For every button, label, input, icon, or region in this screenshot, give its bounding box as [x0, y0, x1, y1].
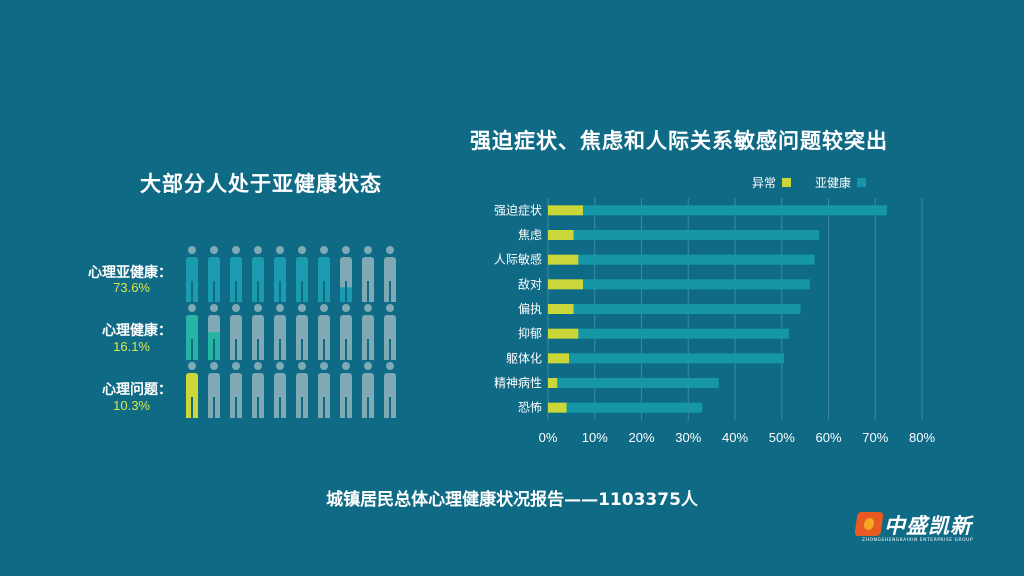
x-tick-label: 10%	[582, 430, 608, 445]
bar-segment	[578, 254, 815, 265]
bar-segment	[548, 254, 579, 265]
person-icon	[230, 246, 242, 302]
row-label-problem: 心理问题：	[102, 382, 172, 398]
category-label: 强迫症状	[494, 202, 542, 217]
person-icon	[230, 304, 242, 360]
person-icon	[252, 362, 264, 418]
person-icon	[252, 304, 264, 360]
bar-segment	[548, 378, 558, 388]
person-icon	[296, 304, 308, 360]
x-tick-label: 70%	[862, 430, 888, 445]
person-icon	[208, 304, 220, 360]
bar-segment	[548, 279, 584, 290]
person-icon	[186, 304, 198, 360]
bar-segment	[548, 353, 570, 364]
legend-swatch	[782, 178, 791, 187]
bar-segment	[548, 230, 574, 240]
bar-segment	[566, 402, 703, 413]
bar-segment	[573, 304, 801, 314]
person-icon	[296, 246, 308, 302]
category-label: 焦虑	[518, 228, 542, 242]
bar-segment	[573, 230, 820, 240]
bar-segment	[557, 378, 719, 388]
person-icon	[340, 362, 352, 418]
category-label: 人际敏感	[494, 252, 542, 267]
person-icon	[340, 246, 352, 302]
category-label: 偏执	[518, 301, 542, 316]
bar-segment	[583, 205, 887, 216]
chart-title: 强迫症状、焦虑和人际关系敏感问题较突出	[470, 129, 888, 153]
logo-mark-icon	[854, 512, 884, 536]
person-icon	[384, 362, 396, 418]
people-row-subhealthy	[186, 246, 396, 302]
legend-swatch	[857, 178, 866, 187]
report-footer: 城镇居民总体心理健康状况报告——1103375人	[326, 490, 698, 510]
person-icon	[318, 246, 330, 302]
row-percent-subhealthy: 73.6%	[113, 280, 150, 295]
person-icon	[362, 246, 374, 302]
row-percent-problem: 10.3%	[113, 398, 150, 413]
person-icon	[318, 304, 330, 360]
bar-segment	[548, 205, 584, 216]
person-icon	[186, 362, 198, 418]
logo-subtitle: ZHONGSHENGKAIXIN ENTERPRISE GROUP	[862, 538, 974, 543]
bar-segment	[578, 328, 789, 339]
person-icon	[340, 304, 352, 360]
category-label: 抑郁	[518, 326, 542, 341]
category-label: 躯体化	[506, 350, 542, 365]
person-icon	[186, 246, 198, 302]
person-icon	[362, 362, 374, 418]
x-tick-label: 30%	[675, 430, 701, 445]
bar-segment	[569, 353, 785, 364]
left-panel-title: 大部分人处于亚健康状态	[140, 172, 382, 196]
x-tick-label: 40%	[722, 430, 748, 445]
person-icon	[384, 246, 396, 302]
bar-chart: 0% 10% 20% 30% 40% 50% 60% 70% 80% 强迫症状焦虑人际敏感敌对偏执…	[494, 175, 935, 445]
bar-segment	[548, 328, 579, 339]
people-row-problem	[186, 362, 396, 418]
person-icon	[208, 362, 220, 418]
x-tick-label: 0%	[539, 430, 558, 445]
x-tick-label: 80%	[909, 430, 935, 445]
person-icon	[252, 246, 264, 302]
category-label: 敌对	[518, 276, 542, 291]
company-logo: 中盛凯新 ZHONGSHENGKAIXIN ENTERPRISE GROUP	[854, 510, 1006, 550]
person-icon	[384, 304, 396, 360]
person-icon	[274, 246, 286, 302]
bar-segment	[583, 279, 810, 290]
x-tick-label: 50%	[769, 430, 795, 445]
person-icon	[318, 362, 330, 418]
row-label-healthy: 心理健康：	[102, 323, 172, 339]
row-percent-healthy: 16.1%	[113, 339, 150, 354]
people-row-healthy	[186, 304, 396, 360]
legend-label: 异常	[752, 176, 776, 190]
category-label: 精神病性	[494, 375, 542, 390]
person-icon	[296, 362, 308, 418]
person-icon	[274, 362, 286, 418]
person-icon	[362, 304, 374, 360]
legend-label: 亚健康	[815, 175, 851, 190]
logo-name: 中盛凯新	[884, 514, 972, 538]
x-tick-label: 20%	[628, 430, 654, 445]
person-icon	[208, 246, 220, 302]
person-icon	[230, 362, 242, 418]
category-label: 恐怖	[518, 400, 542, 415]
row-label-subhealthy: 心理亚健康：	[88, 265, 172, 281]
bar-segment	[548, 402, 567, 413]
bar-segment	[548, 304, 574, 314]
person-icon	[274, 304, 286, 360]
x-tick-label: 60%	[815, 430, 841, 445]
